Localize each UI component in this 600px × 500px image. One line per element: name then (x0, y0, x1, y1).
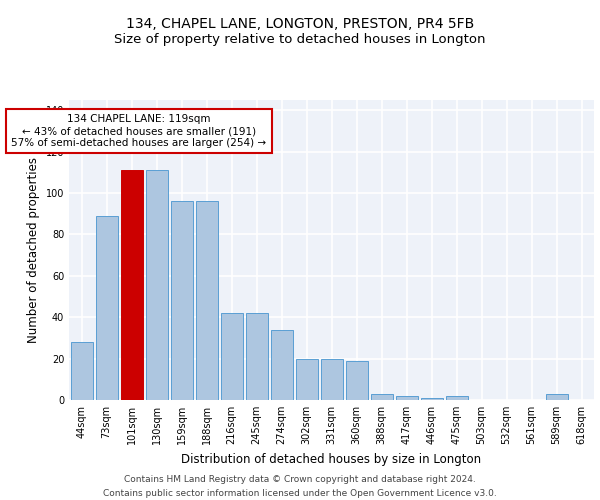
Bar (395, 396, 418, 400)
Text: 134, CHAPEL LANE, LONGTON, PRESTON, PR4 5FB: 134, CHAPEL LANE, LONGTON, PRESTON, PR4 … (126, 18, 474, 32)
Bar (371, 394, 392, 400)
Text: Size of property relative to detached houses in Longton: Size of property relative to detached ho… (114, 32, 486, 46)
Bar (221, 313, 242, 400)
Bar (445, 396, 467, 400)
Bar (170, 202, 193, 400)
Bar (271, 330, 293, 400)
Bar (146, 170, 167, 400)
Bar (320, 358, 343, 400)
Text: 134 CHAPEL LANE: 119sqm
← 43% of detached houses are smaller (191)
57% of semi-d: 134 CHAPEL LANE: 119sqm ← 43% of detache… (11, 114, 266, 148)
Bar (71, 342, 92, 400)
Bar (545, 394, 568, 400)
Bar (296, 358, 317, 400)
Text: Contains HM Land Registry data © Crown copyright and database right 2024.
Contai: Contains HM Land Registry data © Crown c… (103, 476, 497, 498)
Bar (421, 398, 443, 400)
Bar (346, 360, 367, 400)
Bar (196, 202, 218, 400)
Bar (121, 170, 143, 400)
X-axis label: Distribution of detached houses by size in Longton: Distribution of detached houses by size … (181, 452, 482, 466)
Bar (95, 216, 118, 400)
Bar (245, 313, 268, 400)
Y-axis label: Number of detached properties: Number of detached properties (27, 157, 40, 343)
